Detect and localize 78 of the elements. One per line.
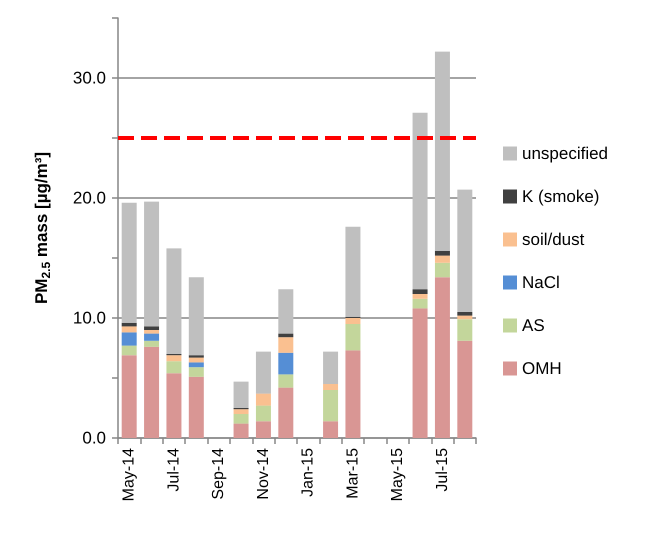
legend-label: OMH [522,359,562,378]
legend-label: unspecified [522,144,608,163]
bar [122,346,137,356]
bar [323,352,338,384]
y-tick-label: 0.0 [82,428,106,448]
x-tick-label: Jul-14 [165,448,182,492]
bar [434,250,450,256]
x-tick-label: Nov-14 [254,448,272,500]
bar [166,248,182,354]
bar [434,52,450,251]
bar [188,367,204,377]
bar [345,350,360,438]
bar [144,202,160,326]
bar [188,376,204,438]
legend-label: K (smoke) [522,187,600,206]
bar [234,409,249,414]
bar [434,262,450,278]
bar [323,421,338,438]
bar [188,358,204,362]
bar [122,322,137,326]
bar [144,330,160,334]
bar [457,312,472,316]
legend-label: AS [522,316,545,335]
bar [323,390,338,422]
bar [412,289,428,294]
bar [278,337,294,353]
y-tick-label: 10.0 [72,308,106,328]
x-tick-label: Sep-14 [210,448,228,500]
bar [166,361,182,374]
bar [278,374,294,388]
bar [434,256,450,263]
bar [234,424,249,438]
bar [278,334,294,338]
legend-label: soil/dust [522,230,585,249]
bar [345,226,360,317]
bar [278,289,294,334]
bar [144,346,160,438]
bar [144,326,160,330]
bar [457,316,472,320]
y-tick-label: 30.0 [72,68,106,88]
bar [345,324,360,350]
x-tick-label: May-14 [120,448,138,502]
bar [278,388,294,438]
bar [256,394,271,406]
bar [457,319,472,341]
y-tick-label: 20.0 [72,188,106,208]
x-tick-label: Jul-15 [434,448,451,492]
bar [122,355,137,438]
bar [122,332,137,346]
bar [188,355,204,358]
bar [345,318,360,324]
y-axis-title: PM2.5 mass [µg/m³] [32,152,53,304]
bar [166,355,182,362]
bar [412,308,428,438]
x-tick-label: May-15 [389,448,406,502]
bar [144,334,160,341]
bar [166,373,182,438]
bar [434,277,450,438]
bar [412,294,428,299]
bar [323,384,338,390]
bar [412,112,428,290]
x-tick-label: Mar-15 [344,448,362,499]
x-tick-label: Jan-15 [300,448,317,497]
bar [457,190,472,312]
bar [144,340,160,347]
bar [412,298,428,308]
bar [457,340,472,438]
bar [122,326,137,332]
bar [188,362,204,368]
bar [122,202,137,323]
bar [234,382,249,408]
bar [256,406,271,422]
bar [278,352,294,374]
bar [256,421,271,438]
bar [256,352,271,394]
legend-label: NaCl [522,273,560,292]
bar [234,414,249,424]
bar [188,277,204,356]
